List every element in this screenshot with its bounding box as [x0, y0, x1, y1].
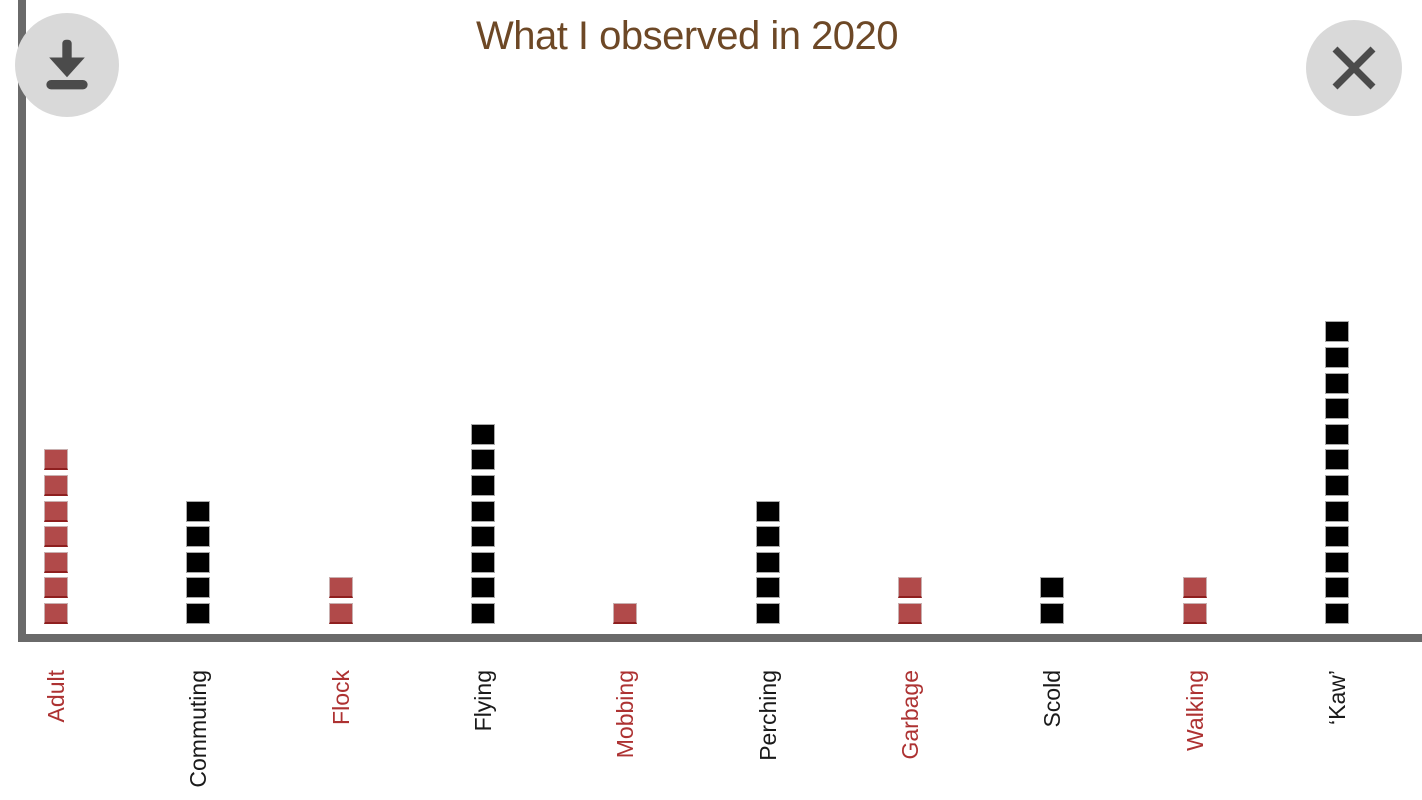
unit-square — [186, 500, 211, 522]
unit-square — [44, 526, 68, 548]
x-axis-label: Garbage — [897, 670, 924, 760]
unit-column — [471, 423, 496, 624]
unit-square — [1325, 500, 1350, 522]
unit-square — [1182, 603, 1207, 624]
unit-square — [1182, 577, 1207, 599]
unit-square — [471, 526, 496, 548]
download-button[interactable] — [15, 13, 119, 117]
unit-square — [613, 603, 638, 624]
x-axis-label: ‘Kaw’ — [1324, 670, 1351, 725]
download-icon — [37, 35, 97, 95]
unit-square — [1040, 603, 1065, 624]
unit-square — [186, 577, 211, 599]
unit-column — [328, 577, 353, 624]
unit-square — [755, 526, 780, 548]
x-axis-label: Flock — [327, 670, 354, 725]
unit-square — [1325, 449, 1350, 471]
unit-square — [1325, 347, 1350, 369]
unit-square — [186, 526, 211, 548]
unit-square — [1325, 577, 1350, 599]
unit-square — [471, 603, 496, 624]
unit-square — [471, 423, 496, 445]
unit-square — [44, 475, 68, 497]
close-icon — [1306, 20, 1402, 116]
unit-square — [471, 577, 496, 599]
unit-column — [898, 577, 923, 624]
unit-square — [1325, 551, 1350, 573]
unit-column — [186, 500, 211, 624]
x-axis-label: Adult — [43, 670, 69, 723]
chart-title: What I observed in 2020 — [475, 14, 899, 58]
unit-column — [1325, 321, 1350, 624]
unit-square — [755, 551, 780, 573]
unit-column — [44, 449, 68, 624]
unit-column — [1182, 577, 1207, 624]
unit-square — [471, 551, 496, 573]
unit-column — [613, 603, 638, 624]
unit-square — [898, 577, 923, 599]
unit-square — [328, 603, 353, 624]
unit-square — [186, 603, 211, 624]
unit-square — [755, 603, 780, 624]
unit-square — [1325, 603, 1350, 624]
unit-square — [328, 577, 353, 599]
unit-square — [755, 577, 780, 599]
unit-square — [1325, 372, 1350, 394]
unit-square — [898, 603, 923, 624]
x-axis-label: Walking — [1181, 670, 1208, 751]
x-axis-label: Commuting — [185, 670, 212, 788]
y-axis-line — [18, 0, 26, 642]
unit-square — [44, 577, 68, 599]
unit-square — [44, 551, 68, 573]
unit-square — [471, 449, 496, 471]
unit-square — [1040, 577, 1065, 599]
x-axis-label: Perching — [754, 670, 781, 761]
x-axis-line — [18, 634, 1422, 642]
unit-square — [186, 551, 211, 573]
unit-square — [755, 500, 780, 522]
unit-square — [471, 475, 496, 497]
unit-square — [1325, 475, 1350, 497]
close-button[interactable] — [1306, 20, 1402, 116]
unit-square — [1325, 423, 1350, 445]
unit-column — [1040, 577, 1065, 624]
unit-square — [1325, 321, 1350, 343]
unit-square — [1325, 398, 1350, 420]
unit-square — [44, 500, 68, 522]
unit-square — [44, 449, 68, 471]
unit-square — [1325, 526, 1350, 548]
x-axis-label: Scold — [1039, 670, 1066, 728]
x-axis-label: Flying — [470, 670, 497, 732]
x-axis-label: Mobbing — [612, 670, 639, 759]
unit-square — [44, 603, 68, 624]
unit-square — [471, 500, 496, 522]
unit-column — [755, 500, 780, 624]
